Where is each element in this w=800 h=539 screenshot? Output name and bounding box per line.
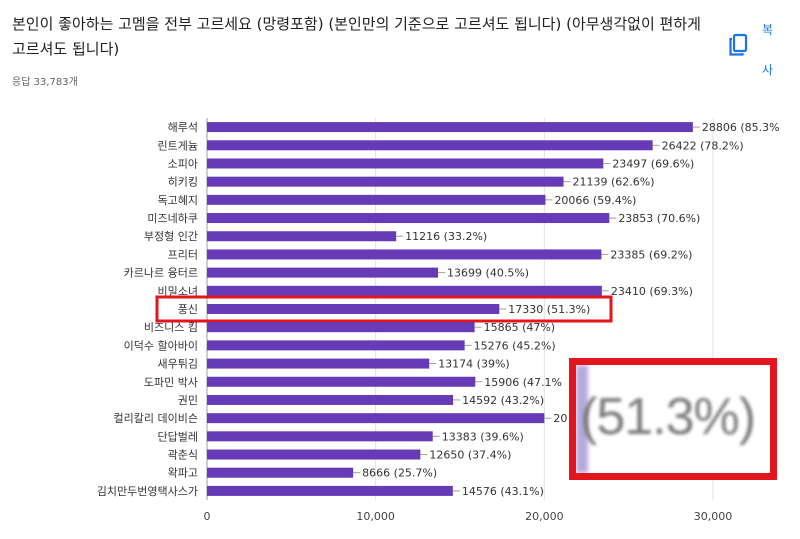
data-label: 14576 (43.1%) bbox=[462, 485, 544, 498]
bar bbox=[207, 122, 693, 133]
question-title: 본인이 좋아하는 고멤을 전부 고르세요 (망령포함) (본인만의 기준으로 고… bbox=[12, 15, 701, 58]
category-label: 도파민 박사 bbox=[144, 376, 198, 389]
bar bbox=[207, 176, 564, 187]
copy-button[interactable] bbox=[722, 28, 756, 62]
data-label: 20066 (59.4%) bbox=[554, 194, 636, 207]
category-label: 컬리칼리 데이비슨 bbox=[114, 412, 198, 425]
category-label: 소피아 bbox=[168, 157, 198, 170]
data-label: 28806 (85.3% bbox=[702, 121, 780, 134]
category-label: 해루석 bbox=[168, 120, 198, 134]
data-label: 12650 (37.4%) bbox=[429, 449, 511, 462]
data-label: 23853 (70.6%) bbox=[618, 212, 700, 225]
response-count: 응답 33,783개 bbox=[12, 77, 78, 88]
highlight-box bbox=[155, 295, 613, 323]
bar bbox=[207, 358, 430, 369]
bar bbox=[207, 467, 354, 478]
bar bbox=[207, 285, 602, 296]
data-label: 11216 (33.2%) bbox=[405, 230, 487, 243]
bar bbox=[207, 413, 545, 424]
zoom-callout: (51.3%) bbox=[569, 358, 777, 480]
x-tick-label: 10,000 bbox=[356, 510, 395, 523]
bar bbox=[207, 140, 653, 151]
category-label: 새우튀김 bbox=[158, 358, 198, 371]
x-tick-label: 20,000 bbox=[525, 510, 564, 523]
category-label: 린트게늄 bbox=[158, 139, 198, 152]
category-label: 프리터 bbox=[168, 248, 198, 261]
category-label: 단답벌레 bbox=[158, 430, 198, 443]
copy-icon bbox=[729, 33, 748, 56]
copy-label: 복사 bbox=[762, 23, 774, 77]
category-label: 카르나르 융터르 bbox=[124, 267, 198, 280]
category-label: 미즈네하쿠 bbox=[147, 211, 198, 225]
data-label: 23410 (69.3%) bbox=[611, 285, 693, 298]
data-label: 21139 (62.6%) bbox=[573, 176, 655, 189]
data-label: 23385 (69.2%) bbox=[610, 248, 692, 261]
category-label: 히키킹 bbox=[168, 175, 198, 189]
bar bbox=[207, 304, 500, 314]
category-label: 왁파고 bbox=[168, 467, 198, 480]
data-label: 23497 (69.6%) bbox=[612, 157, 694, 170]
zoom-bar-fragment bbox=[576, 365, 588, 473]
data-label: 13383 (39.6%) bbox=[442, 430, 524, 443]
x-tick-label: 0 bbox=[204, 510, 211, 523]
data-label: 15276 (45.2%) bbox=[474, 339, 556, 352]
data-label: 13174 (39%) bbox=[438, 358, 510, 371]
bar bbox=[207, 322, 475, 333]
category-label: 부정형 인간 bbox=[144, 230, 198, 243]
category-label: 이덕수 할아바이 bbox=[124, 339, 198, 352]
bar bbox=[207, 231, 397, 242]
data-label: 17330 (51.3%) bbox=[508, 303, 590, 316]
data-label: 15865 (47%) bbox=[484, 321, 556, 334]
bar bbox=[207, 431, 433, 442]
bar bbox=[207, 158, 604, 169]
data-label: 20 bbox=[553, 412, 567, 425]
category-label: 비즈니스 킴 bbox=[144, 321, 198, 334]
category-label: 독고혜지 bbox=[158, 194, 198, 207]
category-label: 풍신 bbox=[178, 303, 198, 316]
x-tick-label: 30,000 bbox=[694, 510, 733, 523]
category-label: 비밀소녀 bbox=[158, 285, 198, 298]
bar bbox=[207, 449, 421, 460]
data-label: 14592 (43.2%) bbox=[462, 394, 544, 407]
category-label: 김치만두번영택사스가 bbox=[97, 485, 198, 498]
bar bbox=[207, 394, 454, 405]
bar bbox=[207, 194, 546, 205]
category-label: 곽춘식 bbox=[168, 449, 198, 462]
data-label: 8666 (25.7%) bbox=[362, 467, 437, 480]
bar bbox=[207, 249, 602, 260]
bar bbox=[207, 267, 439, 278]
bar bbox=[207, 213, 610, 224]
bar bbox=[207, 340, 465, 351]
data-label: 15906 (47.1% bbox=[484, 376, 562, 389]
zoom-callout-text: (51.3%) bbox=[580, 388, 756, 446]
data-label: 26422 (78.2%) bbox=[662, 139, 744, 152]
bar bbox=[207, 485, 453, 496]
category-label: 권민 bbox=[178, 394, 198, 407]
data-label: 13699 (40.5%) bbox=[447, 267, 529, 280]
bar bbox=[207, 376, 476, 387]
